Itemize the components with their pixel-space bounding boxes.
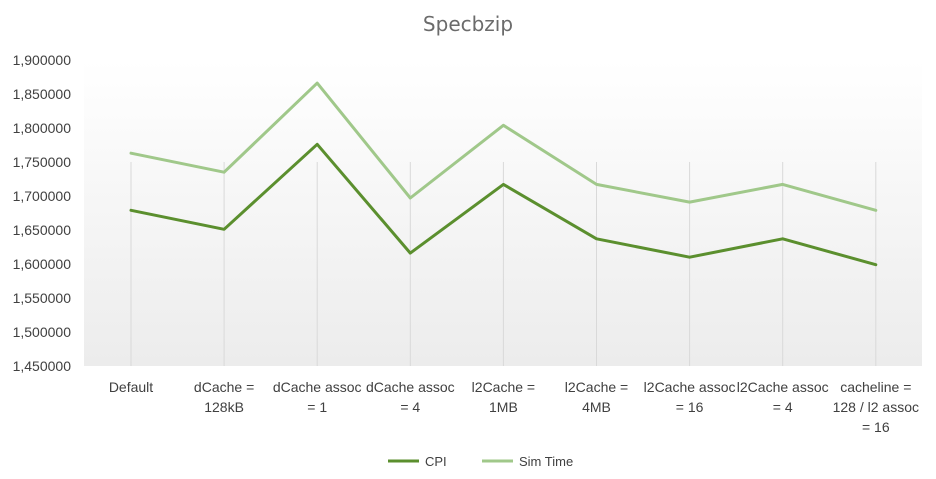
y-tick-label: 1,900000 <box>13 52 72 68</box>
chart-title: Specbzip <box>423 12 513 36</box>
x-tick-label: dCache assoc = 1 <box>273 379 362 415</box>
x-tick-label: l2Cache assoc = 16 <box>644 379 736 415</box>
x-tick-label: dCache assoc = 4 <box>366 379 455 415</box>
x-tick-label: dCache = 128kB <box>194 379 254 415</box>
y-tick-label: 1,700000 <box>13 188 72 204</box>
y-tick-label: 1,800000 <box>13 120 72 136</box>
x-tick-label: l2Cache = 1MB <box>472 379 535 415</box>
x-tick-label: l2Cache = 4MB <box>565 379 628 415</box>
y-tick-label: 1,500000 <box>13 324 72 340</box>
y-axis-ticks: 1,450000 1,500000 1,550000 1,600000 1,650000… <box>13 52 72 374</box>
x-tick-label: Default <box>109 379 153 395</box>
y-tick-label: 1,550000 <box>13 290 72 306</box>
y-tick-label: 1,650000 <box>13 222 72 238</box>
legend: CPI Sim Time <box>388 454 573 469</box>
x-axis-ticks: Default dCache = 128kB dCache assoc = 1dCach… <box>109 379 919 435</box>
y-tick-label: 1,450000 <box>13 358 72 374</box>
x-tick-label: l2Cache assoc = 4 <box>737 379 829 415</box>
series-line-cpi <box>129 142 878 267</box>
series-lines <box>129 81 878 267</box>
series-line-sim-time <box>129 81 878 212</box>
legend-label: Sim Time <box>519 454 573 469</box>
legend-label: CPI <box>425 454 447 469</box>
y-tick-label: 1,750000 <box>13 154 72 170</box>
y-tick-label: 1,600000 <box>13 256 72 272</box>
x-tick-label: cacheline = 128 / l2 assoc = 16 <box>833 379 919 435</box>
y-tick-label: 1,850000 <box>13 86 72 102</box>
